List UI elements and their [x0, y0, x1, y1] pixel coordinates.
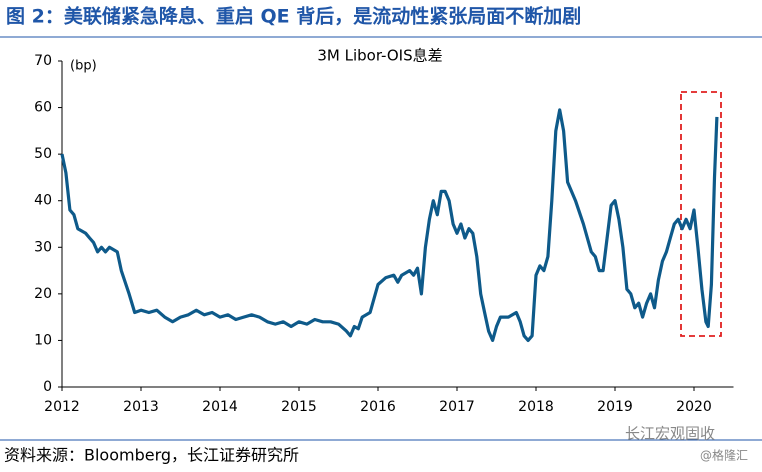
y-axis-label: (bp) — [70, 59, 97, 74]
y-tick-label: 50 — [34, 146, 52, 162]
x-tick-label: 2020 — [676, 399, 712, 415]
highlight-box — [680, 91, 722, 337]
y-tick-label: 0 — [43, 379, 52, 395]
x-tick-label: 2016 — [360, 399, 396, 415]
x-tick-label: 2012 — [44, 399, 80, 415]
y-tick-label: 30 — [34, 239, 52, 255]
watermark: 长江宏观固收 — [625, 425, 715, 443]
x-tick-label: 2013 — [123, 399, 159, 415]
x-tick-label: 2019 — [597, 399, 633, 415]
y-tick-label: 70 — [34, 53, 52, 69]
x-tick-label: 2017 — [439, 399, 475, 415]
x-tick-label: 2015 — [281, 399, 317, 415]
y-tick-label: 10 — [34, 332, 52, 348]
figure-title: 图 2：美联储紧急降息、重启 QE 背后，是流动性紧张局面不断加剧 — [6, 5, 581, 28]
y-tick-label: 40 — [34, 193, 52, 209]
x-tick-label: 2018 — [518, 399, 554, 415]
x-tick-label: 2014 — [202, 399, 238, 415]
y-tick-label: 60 — [34, 100, 52, 116]
source: 资料来源：Bloomberg，长江证券研究所 — [4, 446, 299, 465]
chart-title: 3M Libor-OIS息差 — [317, 47, 442, 65]
watermark-sub: @格隆汇 — [700, 448, 748, 463]
y-tick-label: 20 — [34, 286, 52, 302]
series-line — [60, 108, 719, 342]
